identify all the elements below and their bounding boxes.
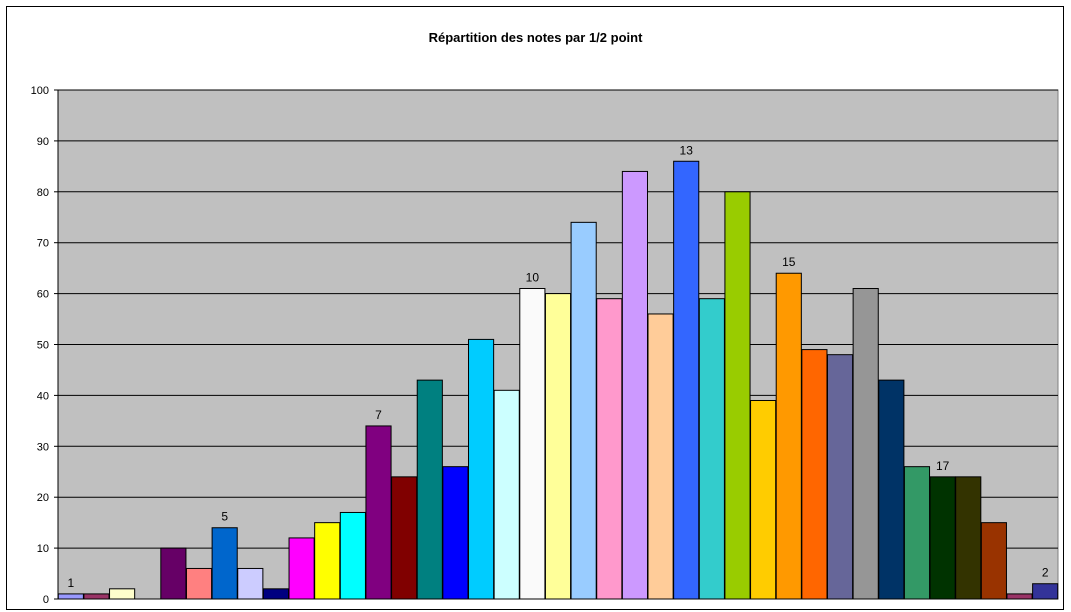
data-label: 5	[221, 510, 228, 524]
bar	[391, 476, 418, 600]
data-label: 7	[375, 408, 382, 422]
y-tick-label: 10	[37, 543, 49, 555]
data-label: 15	[782, 255, 796, 269]
y-tick-label: 40	[37, 390, 49, 402]
y-tick-label: 20	[37, 492, 49, 504]
data-label: 2	[1042, 566, 1049, 580]
data-label: 17	[936, 459, 950, 473]
data-label: 1	[67, 576, 74, 590]
bar	[185, 567, 213, 600]
bar	[673, 160, 700, 600]
bar	[647, 313, 674, 600]
y-tick-label: 50	[37, 340, 49, 352]
bar	[493, 389, 520, 600]
bar	[955, 476, 982, 600]
data-label: 13	[680, 143, 694, 157]
bars	[57, 160, 1059, 600]
bar	[801, 349, 828, 600]
bar	[878, 379, 905, 600]
bar	[442, 466, 469, 600]
bar	[621, 170, 648, 600]
bar	[826, 354, 854, 600]
bar	[237, 567, 264, 600]
y-tick-label: 0	[43, 594, 49, 606]
bar	[339, 511, 366, 600]
bar	[57, 593, 84, 600]
bar	[570, 221, 597, 600]
y-axis: 0 10 20 30 40 50 60 70 80 90 100	[31, 85, 1058, 606]
bar	[211, 527, 238, 600]
bar	[698, 298, 725, 600]
bar	[262, 588, 290, 600]
y-tick-label: 80	[37, 187, 49, 199]
bar	[852, 288, 879, 600]
bar	[929, 476, 956, 600]
bar	[519, 288, 546, 600]
bar	[1032, 583, 1059, 600]
bar	[365, 425, 392, 600]
bar	[1006, 593, 1033, 600]
y-tick-label: 90	[37, 136, 49, 148]
bar	[980, 522, 1007, 600]
bar	[544, 293, 572, 600]
bar	[314, 522, 341, 600]
bar	[468, 338, 495, 600]
data-label: 10	[526, 271, 540, 285]
bar	[109, 588, 136, 600]
chart-title: Répartition des notes par 1/2 point	[428, 30, 643, 45]
bar	[750, 399, 777, 600]
bar	[903, 466, 931, 600]
y-tick-label: 60	[37, 289, 49, 301]
bar	[416, 379, 443, 600]
bar	[160, 547, 187, 600]
y-tick-label: 70	[37, 238, 49, 250]
bar	[775, 272, 802, 600]
bar	[83, 593, 110, 600]
y-tick-label: 100	[31, 85, 49, 97]
y-tick-label: 30	[37, 441, 49, 453]
bar	[596, 298, 623, 600]
bar	[724, 191, 751, 600]
bar	[288, 537, 315, 600]
